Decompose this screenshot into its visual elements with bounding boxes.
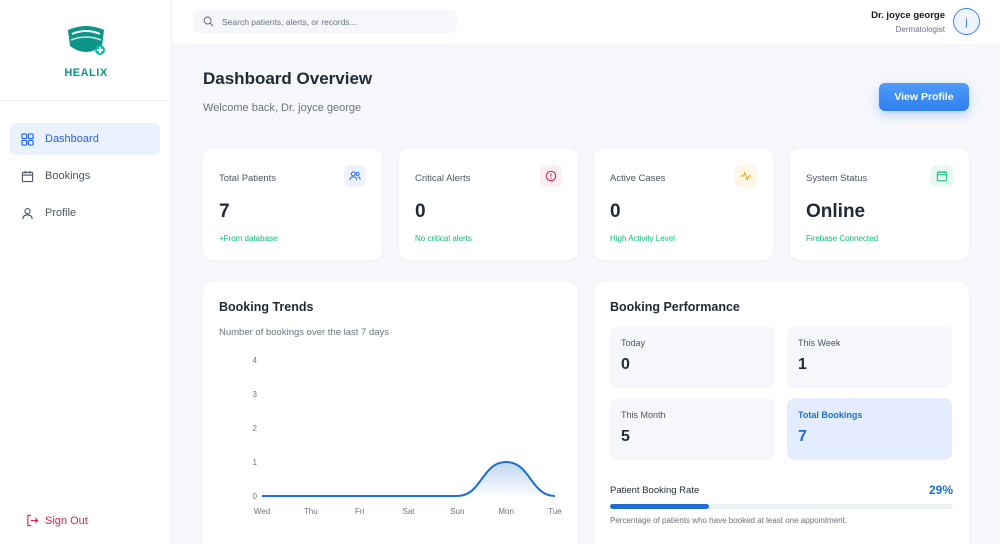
sidebar-nav: Dashboard Bookings Profile [10, 123, 160, 234]
x-tick-label: Thu [304, 507, 318, 516]
y-tick-label: 0 [253, 492, 258, 501]
stat-subtext: Firebase Connected [806, 234, 879, 243]
stat-label: Critical Alerts [415, 173, 471, 184]
sidebar-item-profile[interactable]: Profile [10, 197, 160, 229]
booking-trends-card: Booking Trends Number of bookings over t… [203, 282, 578, 544]
metric-value: 5 [621, 428, 630, 445]
stat-subtext: No critical alerts [415, 234, 472, 243]
y-tick-label: 1 [253, 458, 258, 467]
activity-icon [735, 165, 757, 187]
x-tick-label: Mon [498, 507, 514, 516]
booking-trends-chart: 0 1 2 3 4 Wed Thu Fri Sat Sun Mon Tue [253, 356, 563, 516]
page-title: Dashboard Overview [203, 69, 373, 88]
search-icon [203, 16, 214, 27]
healix-logo-icon [68, 26, 105, 55]
booking-trends-title: Booking Trends [219, 300, 314, 314]
stat-value: 7 [219, 201, 230, 222]
top-bar: Dr. joyce george Dermatologist j [172, 0, 1000, 45]
booking-rate-note: Percentage of patients who have booked a… [610, 516, 848, 525]
x-tick-label: Fri [355, 507, 365, 516]
sign-out-label: Sign Out [45, 514, 88, 527]
metric-tile-today: Today 0 [610, 326, 775, 388]
stat-card-total-patients: Total Patients 7 +From database [203, 149, 382, 260]
stat-card-critical-alerts: Critical Alerts 0 No critical alerts [399, 149, 578, 260]
stat-value: 0 [415, 201, 426, 222]
metric-value: 1 [798, 356, 807, 373]
alert-circle-icon [540, 165, 562, 187]
metric-value: 0 [621, 356, 630, 373]
metric-label: Total Bookings [798, 410, 863, 420]
x-tick-label: Wed [254, 507, 270, 516]
user-icon [22, 207, 33, 219]
sidebar-item-label: Dashboard [45, 133, 99, 145]
stat-subtext: +From database [219, 234, 278, 243]
sidebar-item-bookings[interactable]: Bookings [10, 160, 160, 192]
users-icon [344, 165, 366, 187]
x-tick-label: Sat [402, 507, 415, 516]
stat-label: Total Patients [219, 173, 277, 184]
booking-rate-progress-fill [610, 504, 710, 509]
y-tick-label: 3 [253, 390, 258, 399]
stat-value: Online [806, 201, 866, 222]
x-tick-label: Tue [548, 507, 562, 516]
calendar-check-icon [931, 165, 953, 187]
dashboard-grid-icon [21, 132, 34, 146]
search-box[interactable] [193, 10, 457, 33]
metric-tile-this-month: This Month 5 [610, 398, 775, 460]
calendar-icon [21, 170, 34, 182]
sidebar: HEALIX Dashboard Bookings Profile Sign O… [0, 0, 172, 544]
avatar[interactable]: j [953, 8, 980, 35]
series-line [262, 460, 556, 497]
sidebar-item-label: Profile [45, 207, 77, 219]
metric-label: This Month [621, 410, 666, 420]
stat-value: 0 [610, 201, 621, 222]
stat-card-system-status: System Status Online Firebase Connected [790, 149, 969, 260]
brand-name: HEALIX [64, 67, 108, 79]
booking-trends-subtitle: Number of bookings over the last 7 days [219, 327, 390, 338]
sign-out-button[interactable]: Sign Out [26, 514, 88, 527]
metric-label: This Week [798, 338, 841, 348]
metric-value: 7 [798, 428, 807, 445]
metric-tile-this-week: This Week 1 [787, 326, 952, 388]
stat-card-active-cases: Active Cases 0 High Activity Level [594, 149, 773, 260]
metric-label: Today [621, 338, 646, 348]
healix-logo[interactable]: HEALIX [60, 20, 112, 79]
sidebar-item-dashboard[interactable]: Dashboard [10, 123, 160, 155]
series-area [262, 462, 555, 496]
stat-subtext: High Activity Level [610, 234, 675, 243]
sidebar-divider [0, 100, 171, 101]
view-profile-button[interactable]: View Profile [879, 83, 969, 111]
x-tick-label: Sun [450, 507, 464, 516]
metric-tile-total-bookings: Total Bookings 7 [787, 398, 952, 460]
sidebar-item-label: Bookings [45, 170, 91, 182]
booking-rate-progress-track [610, 504, 953, 509]
logout-icon [27, 514, 39, 527]
y-tick-label: 2 [253, 424, 258, 433]
booking-rate-value: 29% [928, 483, 953, 497]
y-tick-label: 4 [253, 356, 258, 365]
stat-label: Active Cases [610, 173, 666, 184]
user-role: Dermatologist [895, 25, 945, 34]
user-name: Dr. joyce george [871, 10, 945, 21]
booking-performance-card: Booking Performance Today 0 This Week 1 … [594, 282, 969, 544]
search-input[interactable] [222, 16, 452, 27]
welcome-message: Welcome back, Dr. joyce george [203, 102, 362, 114]
booking-performance-title: Booking Performance [610, 300, 740, 314]
booking-rate-label: Patient Booking Rate [610, 485, 700, 496]
stat-label: System Status [806, 173, 868, 184]
user-info: Dr. joyce george Dermatologist [871, 10, 945, 34]
